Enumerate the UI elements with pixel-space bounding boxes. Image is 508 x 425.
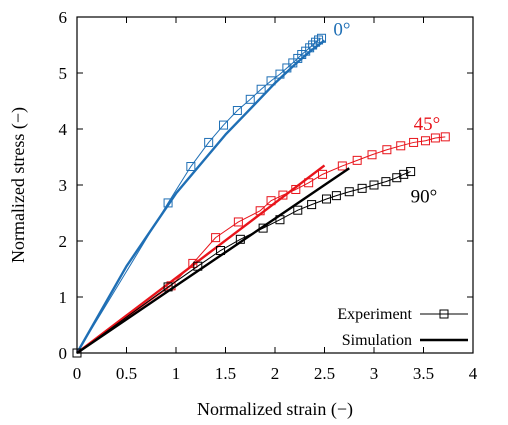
axis-ticks: 0 0.5 1 1.5 2 2.5 3 3.5 4 0 1 2 3 4 5 6: [59, 8, 478, 383]
experiment-marker: [193, 261, 203, 271]
experiment-marker: [392, 173, 402, 183]
series-label: 45°: [414, 114, 441, 135]
experiment-marker: [430, 133, 440, 143]
experiment-marker: [357, 183, 367, 193]
experiment-marker: [211, 233, 221, 243]
experiment-marker: [304, 178, 314, 188]
experiment-marker: [344, 187, 354, 197]
experiment-marker: [382, 145, 392, 155]
y-tick-label: 1: [59, 288, 68, 307]
experiment-marker: [266, 196, 276, 206]
experiment-marker: [278, 190, 288, 200]
x-tick-label: 4: [469, 364, 478, 383]
y-tick-label: 0: [59, 344, 68, 363]
experiment-marker: [163, 282, 173, 292]
legend-simulation-label: Simulation: [342, 332, 412, 349]
y-tick-label: 4: [59, 120, 68, 139]
plot-frame: [76, 16, 474, 354]
experiment-marker: [275, 69, 285, 79]
simulation-line: [75, 39, 326, 354]
experiment-marker: [337, 161, 347, 171]
experiment-marker: [396, 141, 406, 151]
experiment-marker: [369, 180, 379, 190]
experiment-marker: [440, 132, 450, 142]
x-tick-label: 0.5: [116, 364, 137, 383]
experiment-marker: [307, 200, 317, 210]
experiment-marker: [232, 106, 242, 116]
experiment-marker: [314, 35, 324, 45]
x-tick-label: 3.5: [413, 364, 434, 383]
experiment-marker: [216, 246, 226, 256]
experiment-marker: [282, 63, 292, 73]
experiment-marker: [219, 120, 229, 130]
experiment-marker: [305, 43, 315, 53]
legend: Experiment Simulation: [337, 306, 468, 349]
experiment-line: [76, 171, 411, 354]
x-tick-label: 2.5: [314, 364, 335, 383]
experiment-marker: [163, 198, 173, 208]
experiment-marker: [258, 223, 268, 233]
experiment-marker: [275, 215, 285, 225]
experiment-marker: [255, 206, 265, 216]
x-tick-label: 2: [271, 364, 280, 383]
experiment-line: [76, 37, 322, 354]
experiment-marker: [233, 217, 243, 227]
y-tick-label: 6: [59, 8, 68, 27]
x-tick-label: 1.5: [215, 364, 236, 383]
x-tick-label: 3: [370, 364, 379, 383]
y-tick-label: 3: [59, 176, 68, 195]
simulation-line: [76, 164, 326, 354]
y-tick-label: 5: [59, 64, 68, 83]
experiment-marker: [318, 169, 328, 179]
series-label: 90°: [411, 186, 438, 207]
experiment-marker: [235, 234, 245, 244]
experiment-marker: [331, 191, 341, 201]
experiment-marker: [308, 40, 318, 50]
experiment-marker: [399, 169, 409, 179]
series-labels: 0° 45° 90°: [333, 19, 440, 207]
experiment-marker: [186, 162, 196, 172]
x-tick-label: 1: [172, 364, 181, 383]
experiment-marker: [266, 76, 276, 86]
legend-experiment-label: Experiment: [337, 306, 412, 323]
experiment-marker: [188, 258, 198, 268]
experiment-marker: [420, 136, 430, 146]
experiment-marker: [352, 155, 362, 165]
x-tick-label: 0: [73, 364, 82, 383]
experiment-marker: [293, 205, 303, 215]
experiment-marker: [256, 84, 266, 94]
experiment-marker: [381, 177, 391, 187]
experiment-marker: [291, 184, 301, 194]
experiment-marker: [204, 137, 214, 147]
plot-area: [72, 33, 450, 358]
experiment-marker: [245, 94, 255, 104]
experiment-marker: [409, 137, 419, 147]
experiment-marker: [406, 167, 416, 177]
y-axis-label: Normalized stress (−): [8, 107, 29, 263]
y-tick-label: 2: [59, 232, 68, 251]
legend-experiment-marker: [439, 309, 449, 319]
simulation-line: [76, 167, 350, 354]
experiment-marker: [321, 194, 331, 204]
series-label: 0°: [333, 19, 350, 40]
x-axis-label: Normalized strain (−): [197, 399, 353, 420]
experiment-marker: [367, 150, 377, 160]
experiment-marker: [317, 33, 327, 43]
